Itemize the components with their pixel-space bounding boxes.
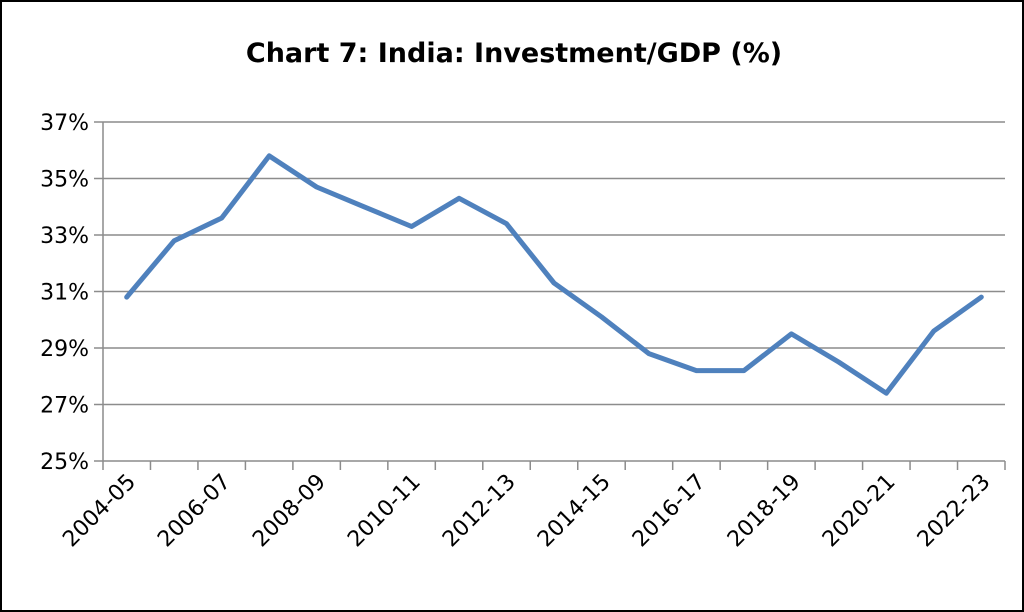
y-tick-label: 25% xyxy=(40,450,89,475)
y-tick-label: 27% xyxy=(40,394,89,419)
x-tick-label: 2022-23 xyxy=(913,470,996,553)
gridlines xyxy=(103,121,1005,406)
y-tick-label: 31% xyxy=(40,281,89,306)
chart-title: Chart 7: India: Investment/GDP (%) xyxy=(245,38,783,69)
series-line xyxy=(124,153,984,396)
y-tick-label: 37% xyxy=(40,111,89,136)
axes xyxy=(94,121,1006,470)
x-tick-label: 2014-15 xyxy=(533,470,616,553)
x-tick-label: 2020-21 xyxy=(818,470,901,553)
x-tick-label: 2018-19 xyxy=(723,470,806,553)
x-tick-label: 2008-09 xyxy=(248,470,331,553)
x-tick-label: 2006-07 xyxy=(153,470,236,553)
x-tick-label: 2016-17 xyxy=(628,470,711,553)
y-tick-label: 29% xyxy=(40,337,89,362)
x-tick-label: 2010-11 xyxy=(343,470,426,553)
x-tick-label: 2012-13 xyxy=(438,470,521,553)
y-tick-label: 33% xyxy=(40,224,89,249)
series-layer xyxy=(124,153,984,396)
y-tick-label: 35% xyxy=(40,168,89,193)
tick-labels: 25% 27% 29% 31% 33% 35% 37% 2004-05 2006-07 2008-… xyxy=(40,111,995,552)
x-tick-label: 2004-05 xyxy=(58,470,141,553)
